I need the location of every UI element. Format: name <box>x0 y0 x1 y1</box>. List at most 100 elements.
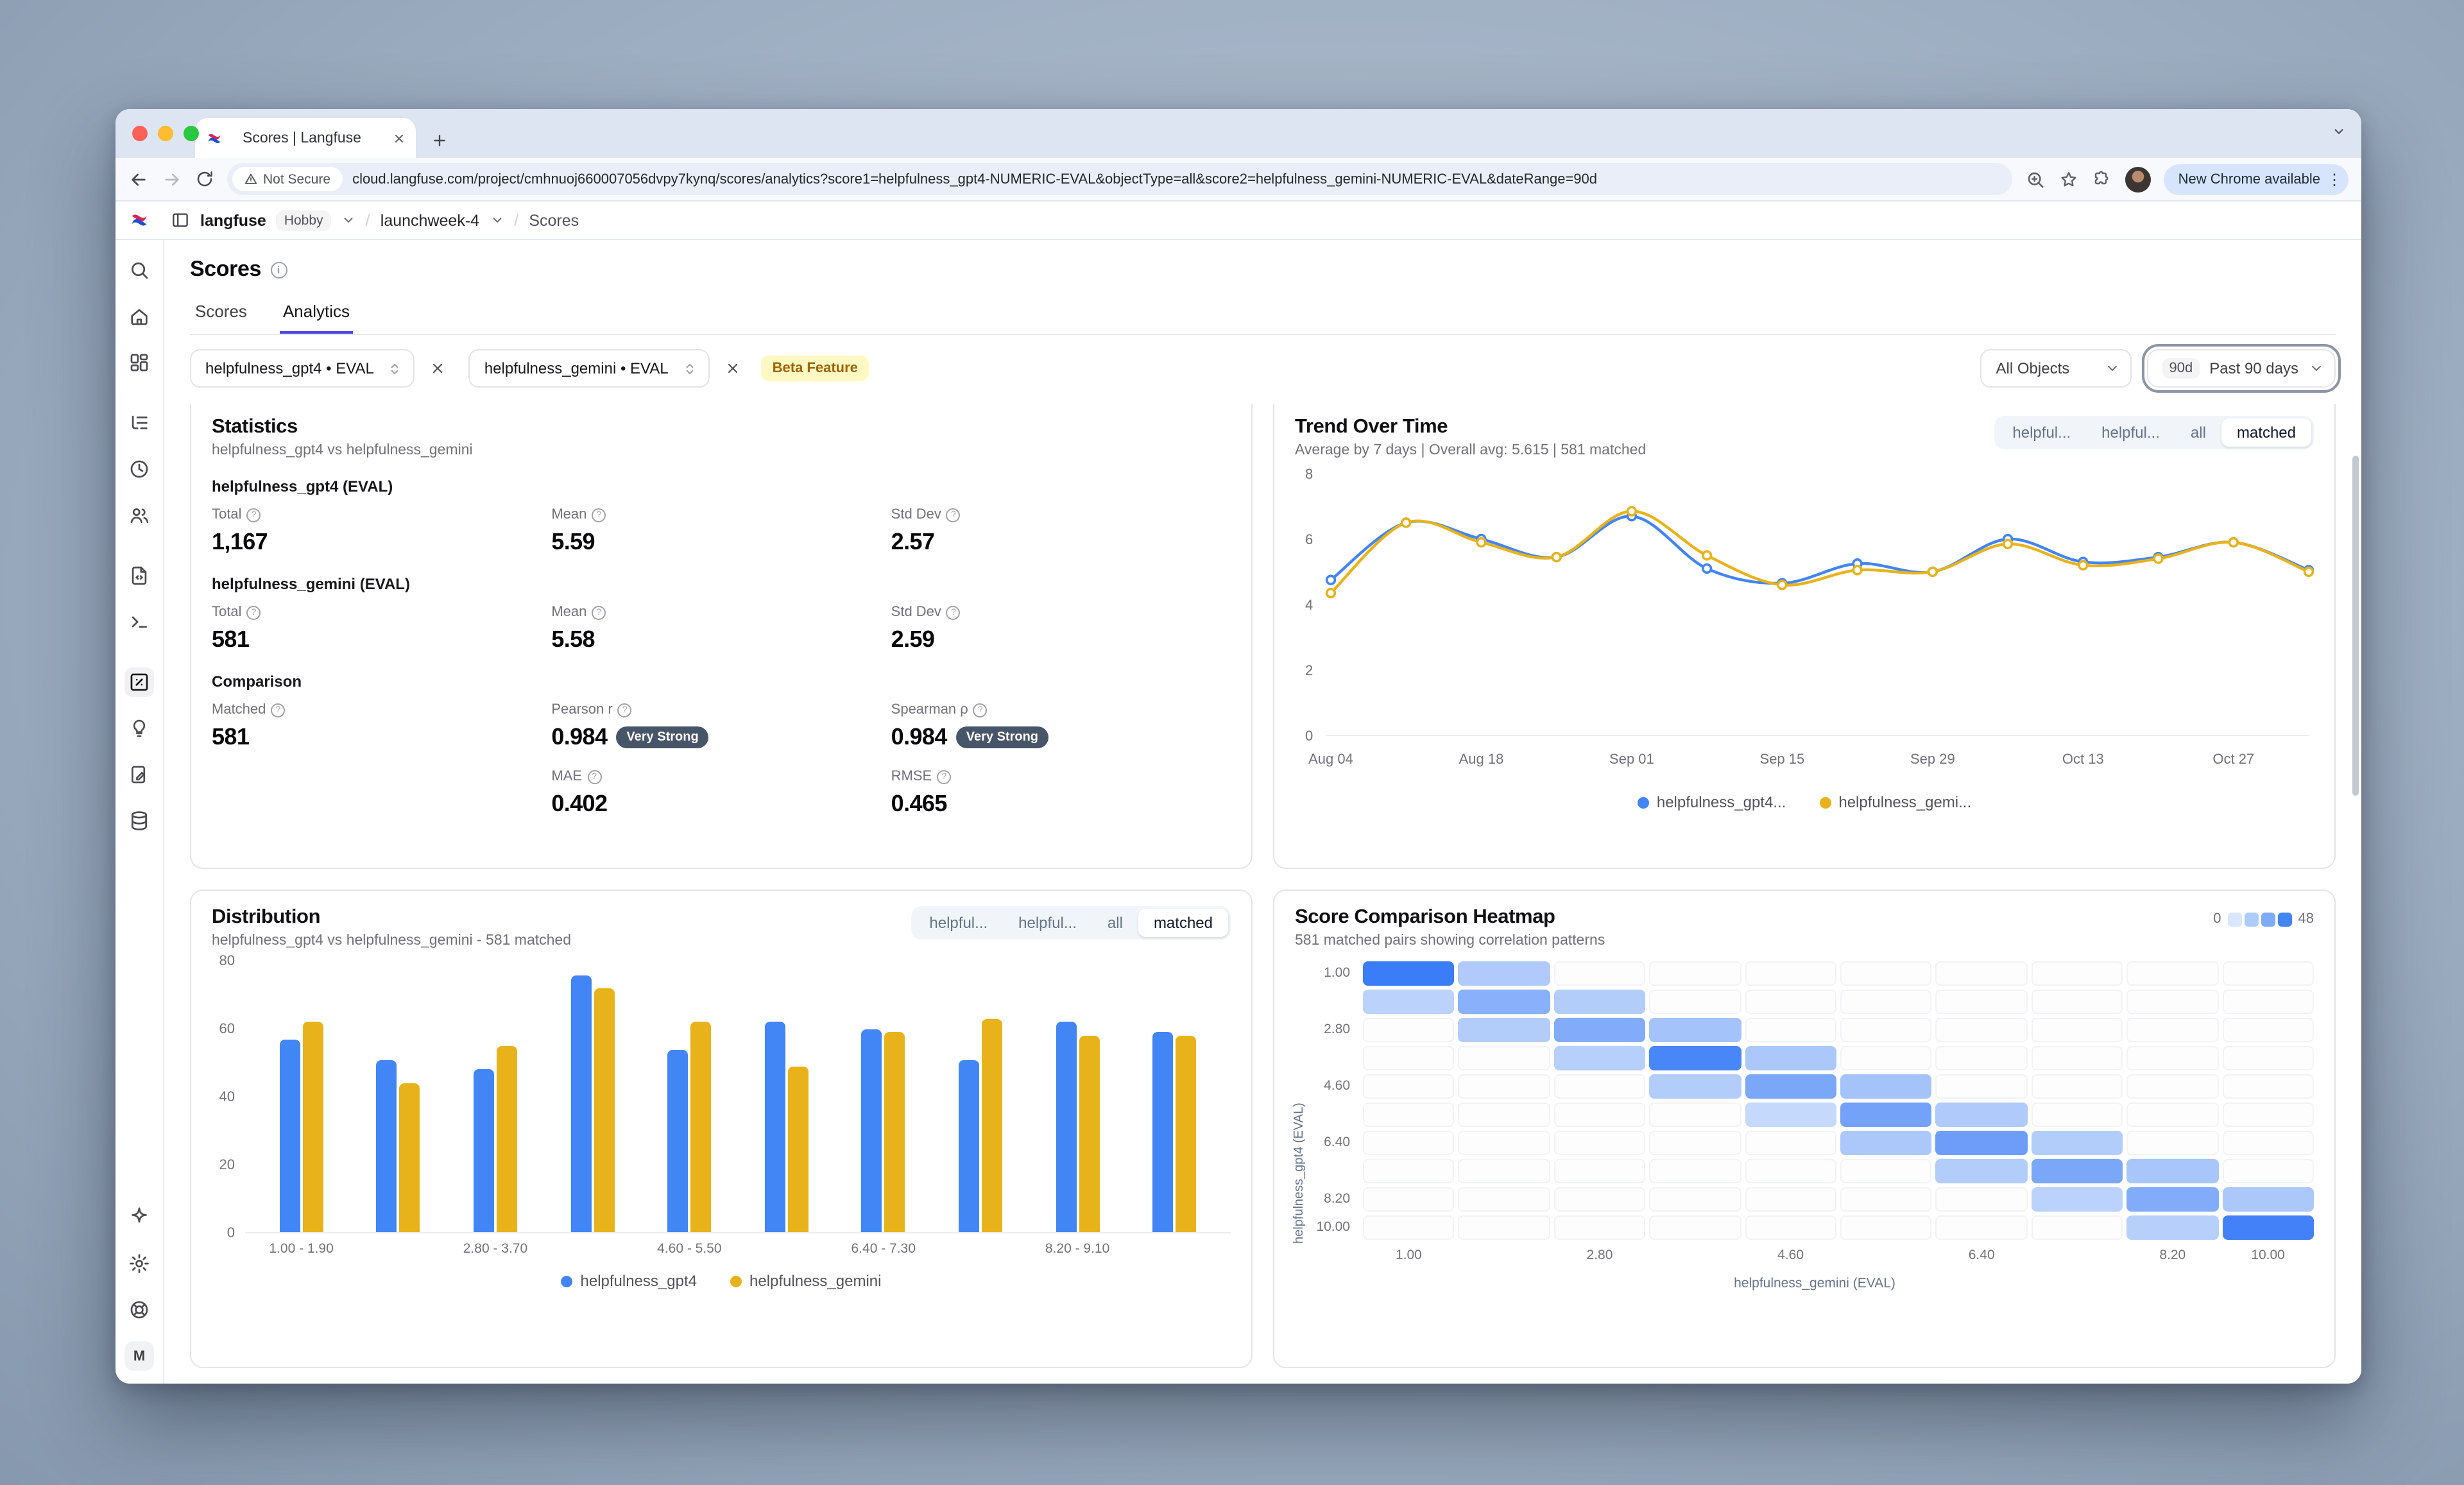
heatmap-cell <box>2222 1131 2314 1155</box>
help-icon[interactable]: ? <box>946 508 961 522</box>
database-icon[interactable] <box>124 806 154 836</box>
stat-label: Matched <box>212 702 266 717</box>
sidebar-toggle-icon[interactable] <box>171 210 190 230</box>
object-type-value: All Objects <box>1996 359 2070 377</box>
heatmap-cell <box>2222 1046 2314 1070</box>
scores-icon[interactable] <box>124 667 154 697</box>
project-name[interactable]: launchweek-4 <box>380 211 480 229</box>
score1-select[interactable]: helpfulness_gpt4 • EVAL <box>190 349 415 388</box>
tracing-icon[interactable] <box>124 408 154 438</box>
tab-search-chevron-icon[interactable] <box>2332 124 2346 139</box>
profile-avatar[interactable] <box>2125 166 2152 192</box>
org-name[interactable]: langfuse <box>200 211 266 229</box>
object-type-select[interactable]: All Objects <box>1980 349 2132 388</box>
dist-toggle-option-1[interactable]: helpful... <box>914 909 1003 937</box>
kebab-menu-icon[interactable]: ⋮ <box>2327 170 2342 188</box>
stat-value: 581 <box>212 724 250 750</box>
dashboards-icon[interactable] <box>124 348 154 377</box>
home-icon[interactable] <box>124 302 154 331</box>
help-icon[interactable]: ? <box>592 605 606 619</box>
trend-toggle-option-2[interactable]: helpful... <box>2086 418 2175 447</box>
settings-icon[interactable] <box>124 1249 154 1278</box>
support-icon[interactable] <box>124 1295 154 1325</box>
chrome-update-pill[interactable]: New Chrome available ⋮ <box>2164 164 2348 194</box>
heatmap-cell <box>2126 1215 2219 1240</box>
stat-value: 581 <box>212 626 250 652</box>
remove-score2-button[interactable] <box>720 356 746 381</box>
forward-icon[interactable] <box>162 169 182 189</box>
zoom-window-button[interactable] <box>184 126 199 141</box>
sessions-icon[interactable] <box>124 454 154 484</box>
trend-toggle-option-4[interactable]: matched <box>2221 418 2311 447</box>
back-icon[interactable] <box>128 169 149 189</box>
search-icon[interactable] <box>124 255 154 285</box>
bar-group <box>641 961 738 1232</box>
x-tick-label: 4.60 - 5.50 <box>657 1241 722 1257</box>
heatmap-cell <box>1458 1074 1550 1099</box>
help-icon[interactable]: ? <box>937 769 952 784</box>
help-icon[interactable]: ? <box>587 769 601 784</box>
heatmap-cell <box>1935 1159 2028 1183</box>
score2-select[interactable]: helpfulness_gemini • EVAL <box>468 349 710 388</box>
bookmark-star-icon[interactable] <box>2059 169 2080 189</box>
tab-analytics[interactable]: Analytics <box>280 296 352 334</box>
remove-score1-button[interactable] <box>425 356 451 381</box>
dist-toggle-option-4[interactable]: matched <box>1138 909 1228 937</box>
help-icon[interactable]: ? <box>271 703 286 717</box>
close-window-button[interactable] <box>132 126 148 141</box>
security-chip[interactable]: Not Secure <box>232 167 343 191</box>
users-icon[interactable] <box>124 501 154 530</box>
stat-label: Mean <box>551 507 587 522</box>
heatmap-cell <box>2126 1131 2219 1155</box>
prompts-icon[interactable] <box>124 561 154 590</box>
trend-line-helpfulness_gemini <box>1329 510 2311 595</box>
org-chevron-down-icon[interactable] <box>341 213 355 227</box>
help-icon[interactable]: ? <box>946 605 961 619</box>
section-name: helpfulness_gpt4 (EVAL) <box>212 477 393 495</box>
bar-helpfulness_gemini <box>1176 1036 1197 1232</box>
heatmap-row: 1.00 <box>1315 961 2314 986</box>
info-icon[interactable]: i <box>270 261 287 278</box>
project-chevron-down-icon[interactable] <box>490 213 504 227</box>
heatmap-cell <box>1649 1074 1741 1099</box>
reload-icon[interactable] <box>195 169 214 189</box>
zoom-icon[interactable] <box>2026 169 2046 189</box>
help-icon[interactable]: ? <box>592 508 606 522</box>
stat-value: 2.59 <box>891 626 935 652</box>
help-icon[interactable]: ? <box>246 508 261 522</box>
heatmap-cell <box>1745 1046 1836 1070</box>
datasets-icon[interactable] <box>124 760 154 789</box>
help-icon[interactable]: ? <box>973 703 988 717</box>
browser-tab[interactable]: Scores | Langfuse <box>195 118 416 158</box>
trend-toggle-option-3[interactable]: all <box>2175 418 2221 447</box>
close-tab-icon[interactable] <box>393 132 406 144</box>
scale-swatch <box>2261 912 2275 926</box>
heatmap-cell <box>2222 1159 2314 1183</box>
stat: Mean? 5.59 <box>551 507 891 556</box>
y-tick-label: 2.80 <box>1324 1022 1350 1037</box>
playground-icon[interactable] <box>124 607 154 637</box>
address-bar[interactable]: Not Secure cloud.langfuse.com/project/cm… <box>227 163 2013 195</box>
help-icon[interactable]: ? <box>617 703 632 717</box>
bar-helpfulness_gpt4 <box>1152 1032 1174 1232</box>
user-avatar[interactable]: M <box>124 1341 154 1371</box>
dist-toggle-option-3[interactable]: all <box>1092 909 1138 937</box>
evaluation-icon[interactable] <box>124 714 154 743</box>
bar-helpfulness_gemini <box>399 1083 420 1232</box>
minimize-window-button[interactable] <box>158 126 173 141</box>
scrollbar-thumb[interactable] <box>2352 456 2359 796</box>
extensions-icon[interactable] <box>2092 169 2113 189</box>
trend-toggle-option-1[interactable]: helpful... <box>1997 418 2086 447</box>
help-icon[interactable]: ? <box>246 605 261 619</box>
dist-toggle-option-2[interactable]: helpful... <box>1003 909 1092 937</box>
heatmap-cell <box>1363 1103 1455 1127</box>
heatmap-cell <box>1649 1215 1741 1240</box>
heatmap-chart: helpfulness_gpt4 (EVAL) 1.00 2.80 4.60 6.40… <box>1292 961 2314 1291</box>
heatmap-cell <box>1363 1018 1455 1042</box>
beta-feature-badge: Beta Feature <box>760 356 869 381</box>
date-range-select[interactable]: 90d Past 90 days <box>2142 344 2341 393</box>
tab-scores[interactable]: Scores <box>195 302 247 321</box>
plan-badge: Hobby <box>276 210 331 230</box>
new-tab-button[interactable] <box>431 132 448 149</box>
sparkle-icon[interactable] <box>124 1203 154 1232</box>
